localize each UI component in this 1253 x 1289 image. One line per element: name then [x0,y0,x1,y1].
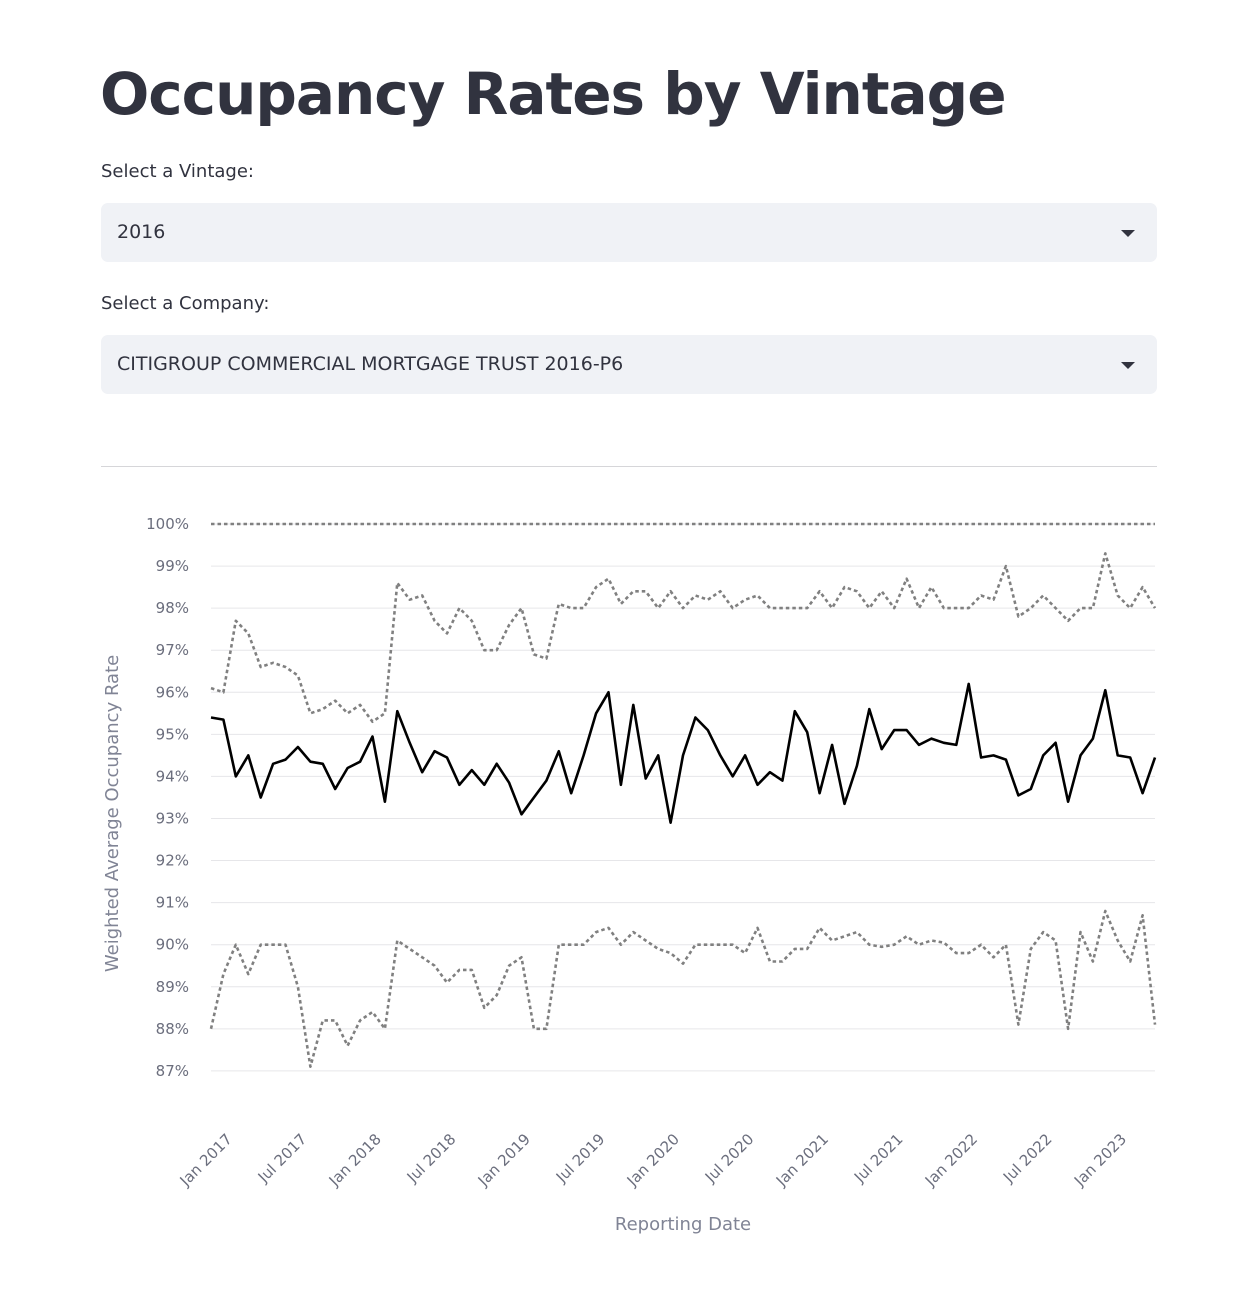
y-tick-label: 99% [156,557,189,575]
chart-grid [211,523,1155,1072]
y-tick-label: 97% [156,641,189,659]
x-tick-label: Jan 2018 [325,1130,385,1190]
vintage-select-label: Select a Vintage: [101,161,254,182]
y-tick-label: 95% [156,725,189,743]
y-tick-label: 90% [156,936,189,954]
vintage-select[interactable]: 2016 [101,203,1157,262]
x-axis-title: Reporting Date [615,1214,751,1235]
x-tick-label: Jul 2018 [403,1130,460,1187]
y-tick-label: 91% [156,894,189,912]
x-tick-label: Jul 2022 [999,1130,1056,1187]
y-axis-title: Weighted Average Occupancy Rate [102,655,123,972]
company-select-value: CITIGROUP COMMERCIAL MORTGAGE TRUST 2016… [117,353,624,375]
y-tick-label: 98% [156,599,189,617]
x-tick-label: Jan 2019 [474,1130,534,1190]
x-tick-label: Jul 2021 [850,1130,907,1187]
y-tick-label: 93% [156,809,189,827]
chevron-down-icon[interactable] [1121,230,1135,237]
vintage-select-value: 2016 [117,221,166,243]
page-title: Occupancy Rates by Vintage [100,60,1007,128]
series-line-weighted-average [210,682,1157,825]
x-tick-label: Jul 2020 [701,1130,758,1187]
company-select-label: Select a Company: [101,293,270,314]
x-tick-label: Jan 2022 [921,1130,981,1190]
y-tick-label: 89% [156,978,189,996]
y-tick-label: 92% [156,852,189,870]
company-select[interactable]: CITIGROUP COMMERCIAL MORTGAGE TRUST 2016… [101,335,1157,394]
x-tick-label: Jul 2019 [552,1130,609,1187]
y-tick-label: 96% [156,683,189,701]
x-tick-label: Jan 2023 [1070,1130,1130,1190]
x-tick-label: Jan 2021 [772,1130,832,1190]
y-tick-label: 88% [156,1020,189,1038]
y-tick-label: 100% [146,515,189,533]
series-line-lower [209,909,1157,1068]
y-tick-label: 87% [156,1062,189,1080]
y-tick-label: 94% [156,767,189,785]
chart-series [209,522,1157,1068]
x-axis-ticks: Jan 2017 Jul 2017 Jan 2018 Jul 2018 Jan 2019… [176,1130,1130,1190]
divider [101,466,1157,467]
y-axis-ticks: 100% 99% 98% 97% 96% 95% 94% 93% 92% 91% 90% 89% 88%… [146,515,189,1080]
x-tick-label: Jan 2020 [623,1130,683,1190]
x-tick-label: Jan 2017 [176,1130,236,1190]
x-tick-label: Jul 2017 [254,1130,311,1187]
series-line-upper [210,552,1157,724]
chevron-down-icon[interactable] [1121,362,1135,369]
